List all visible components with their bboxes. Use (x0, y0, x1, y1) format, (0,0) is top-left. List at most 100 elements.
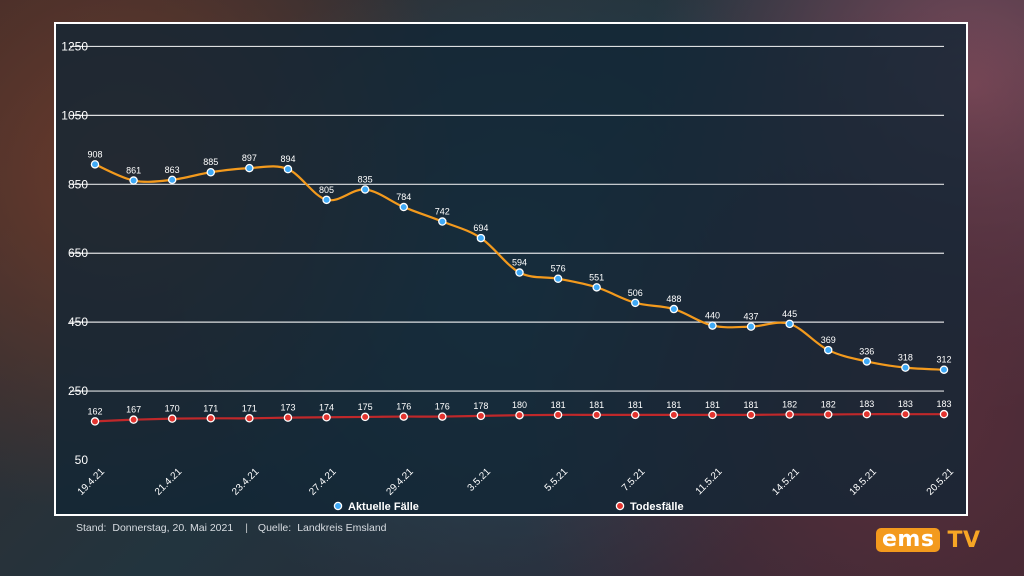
data-label: 576 (551, 264, 566, 274)
x-tick-label: 29.4.21 (384, 466, 416, 498)
data-label: 180 (512, 400, 527, 410)
data-point (206, 414, 216, 423)
y-tick-label: 450 (68, 315, 88, 329)
legend-label: Aktuelle Fälle (348, 501, 419, 513)
data-label: 318 (898, 353, 913, 363)
data-point (592, 410, 601, 420)
data-label: 181 (589, 400, 604, 410)
data-label: 835 (358, 174, 373, 184)
data-point (399, 202, 408, 212)
data-point (283, 413, 293, 422)
data-point (901, 363, 910, 372)
x-tick-label: 23.4.21 (230, 466, 262, 498)
data-point (901, 409, 910, 419)
data-label: 863 (165, 165, 180, 175)
data-label: 897 (242, 153, 257, 163)
data-label: 175 (358, 402, 373, 412)
data-label: 488 (666, 294, 681, 304)
data-point (862, 409, 872, 419)
data-point (167, 175, 177, 185)
data-label: 861 (126, 166, 141, 176)
y-tick-label: 1050 (61, 108, 88, 122)
y-tick-label: 50 (75, 453, 89, 467)
data-label: 336 (859, 346, 874, 356)
data-label: 174 (319, 402, 334, 412)
data-label: 742 (435, 207, 450, 217)
stand-value: Donnerstag, 20. Mai 2021 (112, 522, 234, 534)
logo-ems: ems (876, 528, 941, 552)
data-point (322, 195, 331, 205)
data-point (90, 417, 100, 426)
data-label: 312 (936, 355, 951, 365)
x-tick-label: 18.5.21 (848, 466, 880, 498)
ems-tv-logo: ems TV (876, 528, 981, 553)
x-tick-label: 11.5.21 (694, 466, 725, 497)
data-point (785, 319, 794, 329)
stand-label: Stand: (76, 522, 107, 534)
data-point (515, 268, 524, 277)
data-label: 171 (203, 403, 218, 413)
source-value: Landkreis Emsland (297, 522, 387, 534)
data-point (823, 410, 833, 419)
data-point (206, 167, 216, 177)
data-point (167, 414, 177, 423)
data-label: 178 (473, 401, 488, 411)
data-point (939, 409, 949, 419)
footer: Stand: Donnerstag, 20. Mai 2021 | Quelle… (76, 522, 387, 534)
data-point (862, 357, 872, 366)
data-point (476, 233, 486, 243)
data-point (785, 410, 794, 419)
data-point (823, 345, 833, 355)
data-point (438, 412, 447, 421)
data-point (322, 413, 331, 422)
legend-marker (615, 501, 625, 511)
data-label: 784 (396, 192, 411, 202)
data-point (515, 410, 524, 420)
data-label: 805 (319, 185, 334, 195)
data-label: 894 (280, 154, 295, 164)
data-label: 369 (821, 335, 836, 345)
data-label: 181 (744, 400, 759, 410)
data-label: 183 (898, 399, 913, 409)
data-label: 181 (551, 400, 566, 410)
legend-marker (333, 501, 343, 511)
x-tick-label: 20.5.21 (925, 466, 957, 498)
x-tick-label: 21.4.21 (153, 466, 185, 498)
y-tick-label: 1250 (61, 39, 88, 53)
data-label: 176 (396, 402, 411, 412)
x-tick-label: 7.5.21 (620, 466, 648, 494)
x-tick-label: 3.5.21 (466, 466, 494, 494)
data-label: 182 (782, 400, 797, 410)
data-point (631, 298, 640, 308)
data-label: 182 (821, 400, 836, 410)
data-label: 437 (744, 312, 759, 322)
data-point (360, 412, 370, 422)
y-tick-label: 850 (68, 177, 88, 191)
data-point (553, 410, 563, 420)
y-tick-label: 650 (68, 246, 88, 260)
footer-separator: | (245, 522, 248, 534)
data-label: 885 (203, 157, 218, 167)
data-label: 594 (512, 258, 527, 268)
data-point (939, 365, 949, 374)
data-label: 167 (126, 405, 141, 415)
data-point (476, 411, 486, 421)
data-point (669, 304, 679, 314)
data-point (746, 322, 756, 331)
data-point (708, 410, 717, 420)
data-point (592, 283, 601, 292)
x-tick-label: 19.4.21 (76, 466, 108, 498)
data-point (90, 160, 100, 169)
data-point (708, 321, 717, 330)
data-label: 181 (705, 400, 720, 410)
data-label: 183 (859, 399, 874, 409)
x-tick-label: 14.5.21 (770, 466, 802, 498)
data-point (245, 414, 254, 423)
data-point (129, 415, 138, 424)
chart-panel (54, 22, 968, 516)
data-point (129, 176, 138, 185)
data-label: 176 (435, 402, 450, 412)
data-label: 551 (589, 272, 604, 282)
data-label: 908 (87, 149, 102, 159)
